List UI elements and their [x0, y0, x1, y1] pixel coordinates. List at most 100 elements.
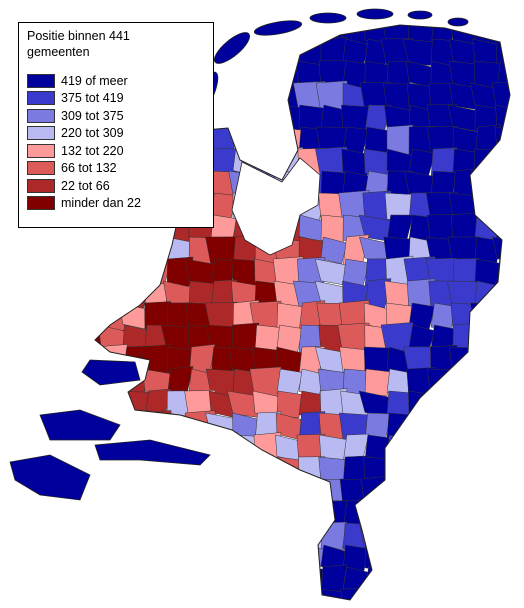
municipality	[408, 390, 436, 419]
municipality	[95, 588, 130, 600]
legend-title: Positie binnen 441 gemeenten	[27, 29, 130, 59]
municipality	[162, 544, 195, 573]
municipality	[405, 434, 436, 463]
legend-swatch	[27, 91, 55, 106]
municipality	[496, 368, 510, 397]
municipality	[364, 588, 392, 600]
municipality	[425, 500, 460, 529]
municipality	[271, 543, 306, 575]
municipality	[474, 500, 502, 529]
municipality	[122, 522, 150, 551]
municipality	[386, 478, 414, 507]
municipality	[117, 390, 152, 419]
legend-swatch	[27, 161, 55, 176]
municipality	[473, 544, 502, 573]
ijsselmeer	[231, 157, 321, 256]
municipality	[232, 453, 260, 489]
legend-swatch	[27, 143, 55, 158]
municipality	[474, 390, 502, 419]
municipality	[427, 522, 458, 551]
legend-item: 22 tot 66	[27, 177, 205, 195]
municipality	[253, 500, 282, 530]
municipality	[427, 542, 458, 576]
municipality	[496, 192, 510, 221]
municipality	[408, 412, 436, 441]
municipality	[228, 477, 261, 509]
municipality	[448, 544, 481, 573]
municipality	[340, 587, 370, 600]
municipality	[492, 544, 510, 573]
legend-item: 132 tot 220	[27, 142, 205, 160]
municipality	[430, 434, 458, 463]
municipality	[122, 497, 150, 533]
municipality	[276, 478, 304, 507]
municipality	[405, 500, 436, 529]
municipality	[95, 522, 108, 551]
municipality	[122, 588, 150, 600]
municipality	[253, 565, 282, 597]
municipality	[188, 522, 216, 551]
municipality	[210, 478, 238, 507]
municipality	[496, 456, 510, 485]
municipality	[408, 454, 436, 488]
municipality	[474, 412, 502, 441]
legend-label: minder dan 22	[61, 196, 141, 211]
municipality	[232, 82, 260, 111]
municipality	[474, 521, 502, 553]
municipality	[474, 456, 502, 485]
municipality	[493, 214, 510, 243]
municipality	[100, 478, 128, 507]
municipality	[98, 280, 128, 309]
municipality	[470, 167, 503, 203]
municipality	[95, 236, 106, 266]
legend-label: 375 tot 419	[61, 91, 124, 106]
municipality	[204, 455, 241, 487]
municipality	[496, 170, 510, 199]
municipality	[100, 544, 128, 573]
municipality	[496, 478, 510, 507]
municipality	[449, 346, 480, 375]
legend-label: 22 tot 66	[61, 178, 110, 193]
municipality	[428, 412, 458, 442]
municipality	[496, 390, 510, 419]
municipality	[474, 148, 502, 177]
municipality	[452, 368, 480, 397]
municipality	[474, 478, 502, 507]
municipality	[250, 519, 283, 555]
municipality	[496, 500, 510, 530]
municipality	[254, 478, 282, 507]
municipality	[188, 477, 216, 509]
municipality	[496, 302, 510, 331]
municipality	[232, 104, 260, 133]
municipality	[492, 346, 510, 376]
municipality	[408, 522, 436, 552]
municipality	[452, 390, 480, 419]
municipality	[451, 412, 480, 441]
municipality	[298, 588, 326, 600]
municipality	[468, 566, 505, 595]
legend-label: 66 tot 132	[61, 161, 117, 176]
municipality	[232, 566, 260, 596]
municipality	[166, 566, 194, 595]
municipality	[164, 500, 194, 529]
municipality	[296, 500, 326, 529]
municipality	[95, 500, 108, 529]
municipality	[495, 280, 510, 309]
municipality	[144, 500, 172, 529]
municipality	[274, 522, 304, 551]
municipality	[276, 566, 304, 596]
municipality	[207, 544, 238, 574]
municipality	[254, 60, 282, 89]
municipality	[383, 566, 414, 596]
municipality	[166, 478, 194, 508]
municipality	[496, 434, 510, 464]
municipality	[249, 38, 284, 67]
municipality	[204, 499, 241, 531]
municipality	[452, 456, 480, 485]
municipality	[364, 500, 392, 529]
municipality	[474, 587, 502, 600]
municipality	[450, 500, 480, 529]
municipality	[141, 588, 172, 600]
municipality	[100, 456, 128, 485]
municipality	[474, 280, 502, 309]
